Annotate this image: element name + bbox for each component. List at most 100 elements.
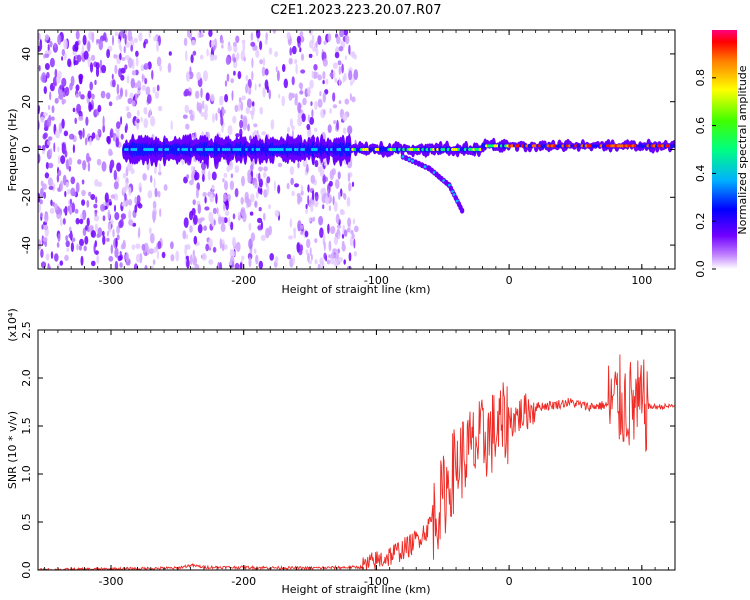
- heatmap-noise-blob: [159, 208, 162, 218]
- heatmap-noise-blob: [226, 73, 230, 82]
- heatmap-noise-blob: [124, 64, 128, 70]
- heatmap-noise-blob: [102, 215, 106, 222]
- heatmap-noise-blob: [40, 116, 45, 123]
- heatmap-noise-blob: [260, 234, 266, 241]
- heatmap-noise-blob: [307, 195, 310, 206]
- heatmap-noise-blob: [322, 71, 326, 80]
- heatmap-noise-blob: [222, 178, 225, 183]
- heatmap-noise-blob: [119, 87, 124, 97]
- heatmap-noise-blob: [306, 128, 312, 138]
- heatmap-noise-blob: [79, 218, 84, 225]
- heatmap-noise-blob: [249, 211, 254, 216]
- heatmap-noise-blob: [327, 223, 330, 234]
- heatmap-noise-blob: [212, 113, 215, 123]
- heatmap-noise-blob: [220, 115, 224, 126]
- heatmap-noise-blob: [300, 190, 304, 196]
- heatmap-noise-blob: [159, 64, 163, 72]
- heatmap-noise-blob: [278, 94, 281, 99]
- heatmap-noise-blob: [49, 148, 53, 157]
- heatmap-noise-blob: [182, 114, 188, 119]
- heatmap-noise-blob: [219, 95, 224, 106]
- heatmap-noise-blob: [88, 101, 92, 113]
- heatmap-noise-blob: [43, 86, 47, 95]
- heatmap-noise-blob: [84, 137, 88, 146]
- heatmap-noise-blob: [70, 75, 75, 87]
- heatmap-noise-blob: [56, 174, 60, 183]
- heatmap-noise-blob: [307, 114, 310, 122]
- heatmap-noise-blob: [66, 247, 70, 252]
- heatmap-noise-blob: [72, 191, 77, 197]
- heatmap-noise-blob: [105, 92, 111, 100]
- heatmap-branch-peak: [423, 165, 427, 169]
- heatmap-noise-blob: [145, 86, 151, 96]
- heatmap-noise-blob: [329, 72, 334, 78]
- heatmap-noise-blob: [203, 70, 208, 82]
- heatmap-noise-blob: [215, 193, 218, 205]
- heatmap-noise-blob: [120, 67, 126, 74]
- heatmap-noise-blob: [74, 41, 79, 53]
- heatmap-noise-blob: [259, 59, 264, 65]
- heatmap-noise-blob: [44, 53, 50, 58]
- colorbar-gradient: [712, 30, 737, 269]
- heatmap-noise-blob: [314, 191, 319, 202]
- heatmap-noise-blob: [327, 124, 332, 134]
- heatmap-noise-blob: [75, 84, 80, 92]
- heatmap-noise-blob: [59, 84, 63, 90]
- snr-frame: [37, 329, 676, 571]
- heatmap-noise-blob: [44, 213, 49, 223]
- heatmap-noise-blob: [64, 86, 70, 97]
- heatmap-noise-blob: [143, 107, 147, 115]
- heatmap-noise-blob: [45, 253, 50, 261]
- heatmap-noise-blob: [193, 214, 198, 225]
- heatmap-noise-blob: [298, 196, 303, 203]
- heatmap-noise-blob: [119, 52, 122, 61]
- heatmap-noise-blob: [45, 162, 50, 170]
- heatmap-noise-blob: [255, 191, 259, 199]
- heatmap-noise-blob: [306, 123, 311, 131]
- heatmap-noise-blob: [58, 122, 63, 134]
- heatmap-noise-blob: [192, 133, 195, 141]
- heatmap-noise-blob: [189, 113, 194, 121]
- heatmap-noise-blob: [127, 162, 132, 172]
- heatmap-noise-blob: [106, 48, 110, 59]
- spectrogram-x-label: Height of straight line (km): [281, 283, 430, 296]
- heatmap-noise-blob: [94, 212, 98, 217]
- heatmap-noise-blob: [212, 207, 217, 215]
- spectrogram-y-label: Frequency (Hz): [6, 109, 19, 192]
- heatmap-noise-blob: [323, 109, 326, 115]
- heatmap-noise-blob: [50, 116, 55, 121]
- heatmap-noise-blob: [110, 244, 114, 255]
- heatmap-noise-blob: [293, 227, 297, 234]
- heatmap-noise-blob: [341, 63, 344, 74]
- heatmap-noise-blob: [223, 172, 228, 178]
- heatmap-noise-blob: [91, 31, 95, 43]
- heatmap-noise-blob: [38, 145, 42, 150]
- heatmap-noise-blob: [150, 175, 153, 183]
- heatmap-noise-blob: [308, 259, 312, 265]
- heatmap-noise-blob: [198, 105, 202, 114]
- heatmap-noise-blob: [344, 98, 350, 105]
- heatmap-noise-blob: [327, 33, 332, 42]
- heatmap-noise-blob: [203, 225, 208, 231]
- heatmap-noise-blob: [291, 125, 295, 130]
- heatmap-noise-blob: [322, 174, 326, 185]
- heatmap-noise-blob: [308, 53, 313, 59]
- heatmap-noise-blob: [74, 208, 79, 214]
- heatmap-noise-blob: [64, 254, 69, 261]
- colorbar-ticks: 0.0 0.2 0.4 0.6 0.8: [694, 69, 716, 278]
- heatmap-noise-blob: [170, 254, 175, 262]
- heatmap-noise-blob: [91, 230, 96, 238]
- heatmap-noise-blob: [114, 247, 119, 258]
- heatmap-noise-blob: [38, 32, 41, 41]
- heatmap-noise-blob: [167, 62, 172, 73]
- heatmap-noise-blob: [125, 252, 130, 263]
- heatmap-noise-blob: [238, 102, 241, 112]
- heatmap-noise-blob: [216, 207, 219, 215]
- heatmap-noise-blob: [115, 95, 119, 101]
- colorbar-tick-label: 0.4: [694, 165, 707, 183]
- heatmap-noise-blob: [144, 77, 148, 85]
- heatmap-noise-blob: [290, 177, 294, 185]
- heatmap-noise-blob: [119, 45, 122, 53]
- heatmap-noise-blob: [328, 205, 331, 212]
- heatmap-noise-blob: [48, 136, 53, 141]
